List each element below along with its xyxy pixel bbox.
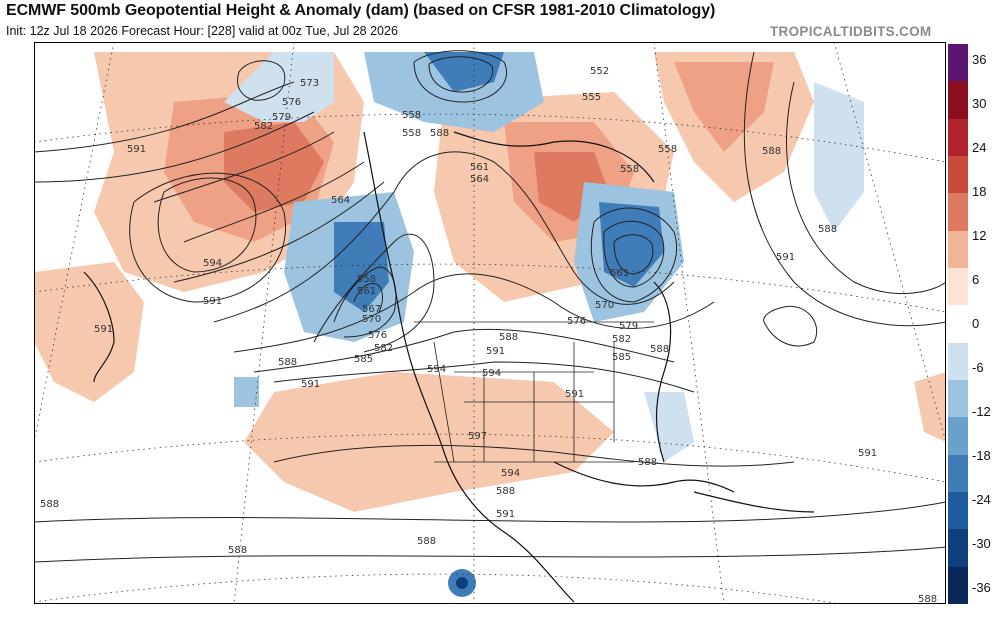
political-borders	[414, 321, 654, 463]
contour-label: 591	[496, 509, 515, 520]
contour-label: 588	[417, 536, 436, 547]
contour-label: 591	[94, 324, 113, 335]
contour-label: 582	[254, 121, 273, 132]
contour-label: 558	[620, 164, 639, 175]
colorbar-segment	[948, 454, 968, 493]
contour-label: 594	[482, 368, 501, 379]
colorbar-tick-label: -24	[972, 492, 991, 507]
contour-label: 558	[402, 128, 421, 139]
contour-label: 588	[430, 128, 449, 139]
lat-lon-grid	[34, 42, 946, 604]
contour-label: 588	[762, 146, 781, 157]
contour-label: 591	[127, 144, 146, 155]
colorbar-tick-label: 36	[972, 52, 987, 67]
colorbar-tick-label: 24	[972, 140, 987, 155]
contour-label: 588	[638, 457, 657, 468]
brand-watermark: TROPICALTIDBITS.COM	[770, 24, 932, 39]
contour-label: 588	[918, 594, 937, 604]
contour-label: 588	[496, 486, 515, 497]
colorbar-tick-label: 18	[972, 184, 987, 199]
contour-label: 597	[468, 431, 487, 442]
contour-label: 570	[362, 314, 381, 325]
colorbar-tick-label: -12	[972, 404, 991, 419]
contour-label: 591	[858, 448, 877, 459]
contour-label: 564	[470, 174, 489, 185]
contour-label: 591	[565, 389, 584, 400]
contour-label: 576	[567, 316, 586, 327]
anomaly-colorbar	[948, 44, 968, 605]
contour-label: 558	[658, 144, 677, 155]
colorbar-tick-label: -36	[972, 580, 991, 595]
colorbar-segment	[948, 193, 968, 232]
contour-label: 591	[301, 379, 320, 390]
contour-label: 582	[374, 343, 393, 354]
colorbar-segment	[948, 492, 968, 530]
colorbar-segment	[948, 156, 968, 194]
contour-label: 588	[228, 545, 247, 556]
contour-label: 588	[278, 357, 297, 368]
colorbar-segment	[948, 380, 968, 418]
colorbar-segment	[948, 566, 968, 605]
contour-label: 588	[499, 332, 518, 343]
contour-label: 555	[582, 92, 601, 103]
contour-label: 594	[427, 364, 446, 375]
colorbar-tick-label: 6	[972, 272, 980, 287]
map-frame	[34, 42, 946, 604]
height-contours	[34, 50, 946, 563]
contour-label: 561	[470, 162, 489, 173]
colorbar-tick-label: -6	[972, 360, 984, 375]
contour-label: 591	[486, 346, 505, 357]
colorbar-segment	[948, 417, 968, 456]
contour-label: 561	[357, 286, 376, 297]
colorbar-segment	[948, 44, 968, 82]
colorbar-tick-label: -30	[972, 536, 991, 551]
colorbar-segment	[948, 81, 968, 120]
colorbar-segment	[948, 230, 968, 269]
map-subtitle: Init: 12z Jul 18 2026 Forecast Hour: [22…	[6, 24, 398, 38]
coastlines	[83, 131, 815, 603]
contour-label: 579	[619, 321, 638, 332]
contour-label: 588	[650, 344, 669, 355]
contour-label: 561	[610, 268, 629, 279]
contour-label: 564	[331, 195, 350, 206]
contour-label: 594	[203, 258, 222, 269]
contour-label: 576	[368, 330, 387, 341]
colorbar-segment	[948, 305, 968, 344]
contour-label: 591	[776, 252, 795, 263]
colorbar-tick-label: 12	[972, 228, 987, 243]
contour-label: 591	[203, 296, 222, 307]
weather-map: 573 576 579 582 591 594 591 588 591 564 …	[34, 42, 946, 604]
contour-label: 585	[354, 354, 373, 365]
colorbar-segment	[948, 118, 968, 157]
contour-label: 570	[595, 300, 614, 311]
contour-label: 588	[818, 224, 837, 235]
colorbar-tick-label: 0	[972, 316, 980, 331]
contour-label: 585	[612, 352, 631, 363]
contour-label: 582	[612, 334, 631, 345]
map-title: ECMWF 500mb Geopotential Height & Anomal…	[6, 2, 716, 19]
contour-label: 573	[300, 78, 319, 89]
contour-label: 594	[501, 468, 520, 479]
contour-label: 567	[362, 304, 381, 315]
contour-label: 558	[402, 110, 421, 121]
contour-labels: 573 576 579 582 591 594 591 588 591 564 …	[40, 66, 937, 604]
colorbar-tick-label: -18	[972, 448, 991, 463]
contour-label: 588	[40, 499, 59, 510]
contour-label: 558	[357, 274, 376, 285]
contour-label: 579	[272, 112, 291, 123]
colorbar-segment	[948, 268, 968, 306]
colorbar-segment	[948, 342, 968, 381]
colorbar-tick-label: 30	[972, 96, 987, 111]
colorbar-segment	[948, 529, 968, 568]
contour-label: 576	[282, 97, 301, 108]
contour-label: 552	[590, 66, 609, 77]
